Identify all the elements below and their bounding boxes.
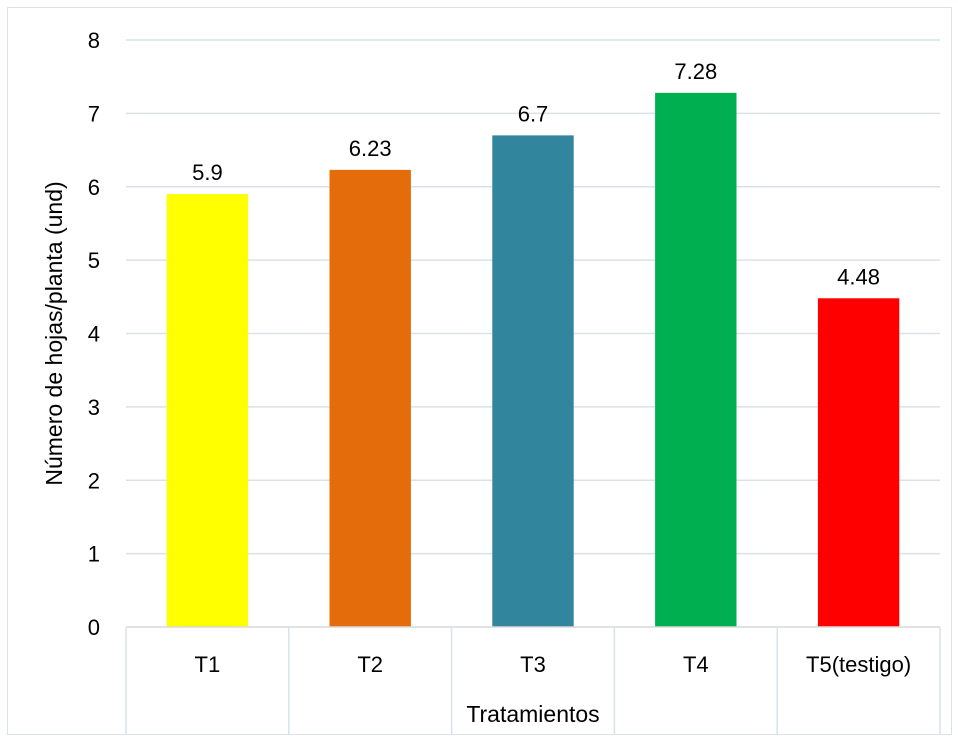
bar-t1 (166, 194, 249, 627)
y-tick-label: 5 (88, 248, 100, 273)
data-label: 4.48 (837, 264, 880, 289)
bar-t5-testigo- (817, 298, 900, 627)
data-label: 7.28 (674, 59, 717, 84)
data-label: 5.9 (192, 160, 223, 185)
y-tick-label: 4 (88, 322, 100, 347)
bars (166, 92, 900, 627)
y-tick-label: 8 (88, 28, 100, 53)
value-labels: 5.9 6.23 6.7 7.28 4.48 (192, 59, 880, 289)
x-tick-label: T3 (520, 652, 546, 677)
y-tick-label: 3 (88, 395, 100, 420)
y-tick-label: 2 (88, 468, 100, 493)
x-tick-label: T4 (683, 652, 709, 677)
x-tick-labels: T1 T2 T3 T4 T5(testigo) (195, 652, 912, 677)
bar-t4 (655, 92, 737, 627)
y-tick-label: 7 (88, 101, 100, 126)
x-category-dividers (125, 627, 941, 735)
y-tick-label: 6 (88, 175, 100, 200)
bar-t2 (329, 169, 411, 627)
x-axis-title: Tratamientos (466, 701, 599, 727)
chart-area (7, 7, 952, 735)
bar-t3 (492, 135, 574, 627)
x-tick-label: T5(testigo) (806, 652, 911, 677)
data-label: 6.23 (349, 136, 392, 161)
y-tick-labels: 0 1 2 3 4 5 6 7 8 (88, 28, 100, 640)
y-tick-label: 1 (88, 542, 100, 567)
x-tick-label: T2 (357, 652, 383, 677)
x-tick-label: T1 (195, 652, 221, 677)
data-label: 6.7 (518, 101, 549, 126)
y-axis-title: Número de hojas/planta (und) (41, 181, 67, 485)
y-tick-label: 0 (88, 615, 100, 640)
